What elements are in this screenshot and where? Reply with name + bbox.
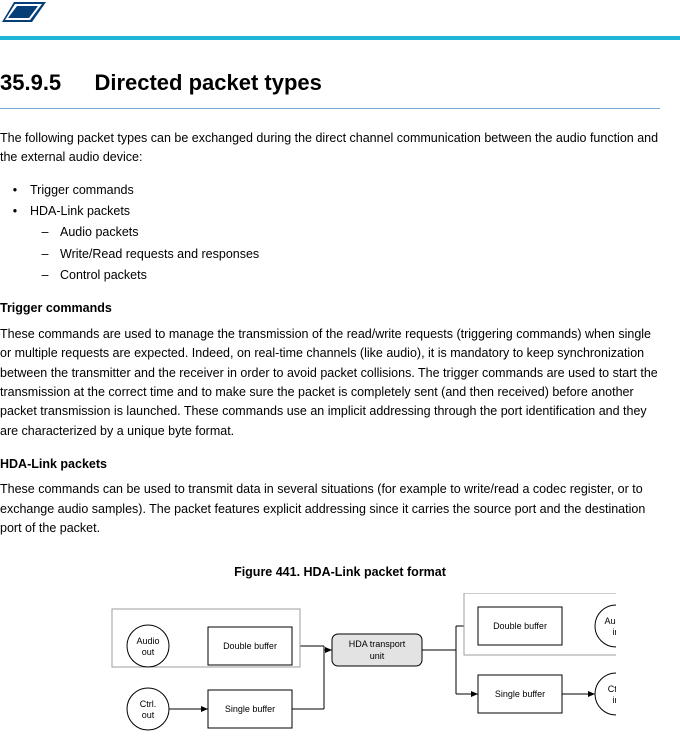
trigger-heading: Trigger commands <box>0 301 112 315</box>
figure-caption: Figure 441. HDA-Link packet format <box>0 565 680 579</box>
section-number: 35.9.5 <box>0 70 90 96</box>
svg-text:unit: unit <box>370 651 385 661</box>
svg-text:Ctrl.: Ctrl. <box>608 684 616 694</box>
bullet-item: •Trigger commands <box>0 181 660 200</box>
sub-bullet-item: –Audio packets <box>0 223 660 242</box>
svg-text:in: in <box>612 695 616 705</box>
sub-bullet-item: –Write/Read requests and responses <box>0 245 660 264</box>
svg-text:Audio: Audio <box>604 616 616 626</box>
trigger-text: These commands are used to manage the tr… <box>0 325 660 441</box>
figure-diagram: AudiooutDouble bufferCtrl.outSingle buff… <box>56 593 616 733</box>
paragraph-trigger: Trigger commands These commands are used… <box>0 299 680 441</box>
hda-heading: HDA-Link packets <box>0 457 107 471</box>
section-header: 35.9.5 Directed packet types <box>0 40 660 109</box>
svg-text:Single buffer: Single buffer <box>495 689 545 699</box>
svg-text:Single buffer: Single buffer <box>225 704 275 714</box>
svg-text:Double buffer: Double buffer <box>493 621 547 631</box>
vendor-logo <box>2 0 46 24</box>
svg-text:out: out <box>142 710 155 720</box>
hda-text: These commands can be used to transmit d… <box>0 480 660 538</box>
sub-bullet-item: –Control packets <box>0 266 660 285</box>
svg-text:HDA transport: HDA transport <box>349 639 406 649</box>
svg-text:out: out <box>142 647 155 657</box>
paragraph-hda: HDA-Link packets These commands can be u… <box>0 455 680 539</box>
svg-text:Double buffer: Double buffer <box>223 641 277 651</box>
svg-text:in: in <box>612 627 616 637</box>
bullet-list: •Trigger commands •HDA-Link packets –Audio… <box>0 181 680 286</box>
svg-text:Audio: Audio <box>136 636 159 646</box>
header-logo-bar <box>0 0 680 36</box>
bullet-item: •HDA-Link packets <box>0 202 660 221</box>
svg-text:Ctrl.: Ctrl. <box>140 699 157 709</box>
intro-paragraph: The following packet types can be exchan… <box>0 109 680 181</box>
section-title: Directed packet types <box>94 70 321 96</box>
